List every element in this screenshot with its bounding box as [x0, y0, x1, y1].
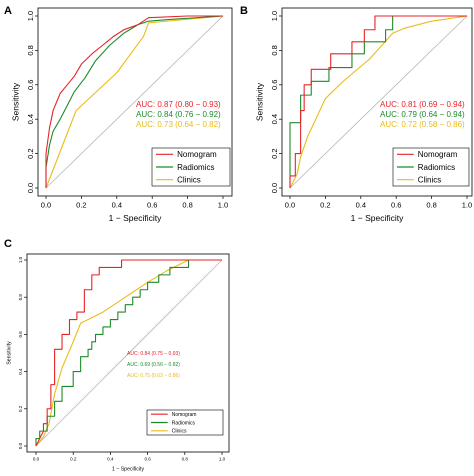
x-tick-label: 0.2	[76, 201, 86, 210]
legend-label: Clinics	[172, 429, 187, 435]
y-tick-label: 0.8	[270, 45, 279, 55]
y-tick-label: 0.6	[26, 80, 35, 90]
legend-label: Radiomics	[177, 163, 214, 172]
auc-annotation: AUC: 0.75 (0.63 − 0.86)	[127, 373, 180, 379]
x-tick-label: 0.6	[144, 457, 151, 462]
panel-label: B	[240, 5, 248, 17]
legend-label: Nomogram	[177, 150, 217, 159]
legend-label: Nomogram	[172, 412, 197, 418]
panel-label: C	[4, 238, 12, 250]
auc-annotation: AUC: 0.73 (0.64 − 0.82)	[136, 120, 221, 129]
roc-curve-clinics	[45, 15, 224, 189]
x-tick-label: 1.0	[219, 457, 226, 462]
roc-curve-nomogram	[35, 259, 222, 447]
roc-curve-radiomics	[35, 259, 222, 446]
reference-diagonal	[45, 15, 224, 189]
auc-annotation: AUC: 0.84 (0.75 − 0.93)	[127, 351, 180, 357]
x-tick-label: 1.0	[218, 201, 228, 210]
y-axis-label: Sensitivity	[7, 341, 13, 365]
roc-curve-nomogram	[45, 15, 223, 188]
x-tick-label: 0.8	[182, 457, 189, 462]
y-tick-label: 1.0	[18, 256, 23, 263]
y-tick-label: 1.0	[270, 11, 279, 21]
y-tick-label: 0.6	[18, 331, 23, 338]
x-tick-label: 0.0	[41, 201, 51, 210]
legend-label: Clinics	[418, 175, 442, 184]
x-tick-label: 0.0	[33, 457, 40, 462]
x-tick-label: 0.4	[112, 201, 122, 210]
y-tick-label: 0.2	[18, 405, 23, 412]
x-tick-label: 0.0	[285, 201, 295, 210]
plot-frame	[26, 253, 230, 453]
legend-label: Nomogram	[418, 150, 458, 159]
auc-annotation: AUC: 0.72 (0.58 − 0.86)	[380, 120, 465, 129]
auc-annotation: AUC: 0.69 (0.56 − 0.82)	[127, 362, 180, 368]
roc-panel-c: C 0.0 0.2 0.4 0.6 0.8 1.0 0.0 0.2 0.4 0.6 0.8 1.0 1 −…	[4, 238, 230, 473]
x-tick-label: 0.4	[356, 201, 366, 210]
legend-label: Radiomics	[172, 420, 196, 426]
roc-curve-clinics	[289, 15, 468, 189]
y-tick-label: 0.8	[26, 45, 35, 55]
y-tick-label: 0.4	[18, 368, 23, 375]
x-tick-label: 0.4	[107, 457, 114, 462]
x-tick-label: 0.6	[147, 201, 157, 210]
y-tick-label: 0.2	[270, 148, 279, 158]
plot-frame	[37, 7, 233, 197]
y-tick-label: 0.2	[26, 148, 35, 158]
reference-diagonal	[35, 259, 223, 447]
y-tick-label: 0.8	[18, 294, 23, 301]
y-tick-label: 0.6	[270, 80, 279, 90]
x-tick-label: 0.2	[320, 201, 330, 210]
plot-frame	[281, 7, 473, 197]
legend-label: Clinics	[177, 175, 201, 184]
y-axis-label: Sensitivity	[11, 82, 21, 121]
roc-curve-nomogram	[289, 15, 467, 188]
x-tick-label: 0.8	[182, 201, 192, 210]
auc-annotation: AUC: 0.79 (0.64 − 0.94)	[380, 110, 465, 119]
x-tick-label: 0.2	[70, 457, 77, 462]
y-axis-label: Sensitivity	[255, 82, 265, 121]
auc-annotation: AUC: 0.81 (0.69 − 0.94)	[380, 100, 465, 109]
roc-panel-a: A 0.0 0.2 0.4 0.6 0.8 1.0 0.0 0.2 0.4 0.6 0.8 1.0 1 −…	[4, 5, 233, 223]
y-tick-label: 0.0	[26, 183, 35, 193]
roc-panel-b: B 0.0 0.2 0.4 0.6 0.8 1.0 0.0 0.2 0.4 0.6 0.8 1.0 1 −…	[240, 5, 473, 223]
x-tick-label: 0.6	[391, 201, 401, 210]
y-tick-label: 0.0	[270, 183, 279, 193]
x-tick-label: 1.0	[462, 201, 472, 210]
reference-diagonal	[289, 15, 468, 189]
roc-curve-radiomics	[45, 15, 224, 188]
roc-curve-clinics	[35, 259, 222, 447]
x-axis-label: 1 − Specificity	[109, 213, 162, 223]
y-tick-label: 0.4	[270, 114, 279, 124]
x-axis-label: 1 − Specificity	[351, 213, 404, 223]
panel-label: A	[4, 5, 12, 17]
y-tick-label: 0.0	[18, 442, 23, 449]
x-axis-label: 1 − Specificity	[112, 467, 145, 473]
auc-annotation: AUC: 0.84 (0.76 − 0.92)	[136, 110, 221, 119]
y-tick-label: 1.0	[26, 11, 35, 21]
x-tick-label: 0.8	[426, 201, 436, 210]
y-tick-label: 0.4	[26, 114, 35, 124]
legend-label: Radiomics	[418, 163, 455, 172]
roc-curve-radiomics	[289, 15, 467, 188]
auc-annotation: AUC: 0.87 (0.80 − 0.93)	[136, 100, 221, 109]
